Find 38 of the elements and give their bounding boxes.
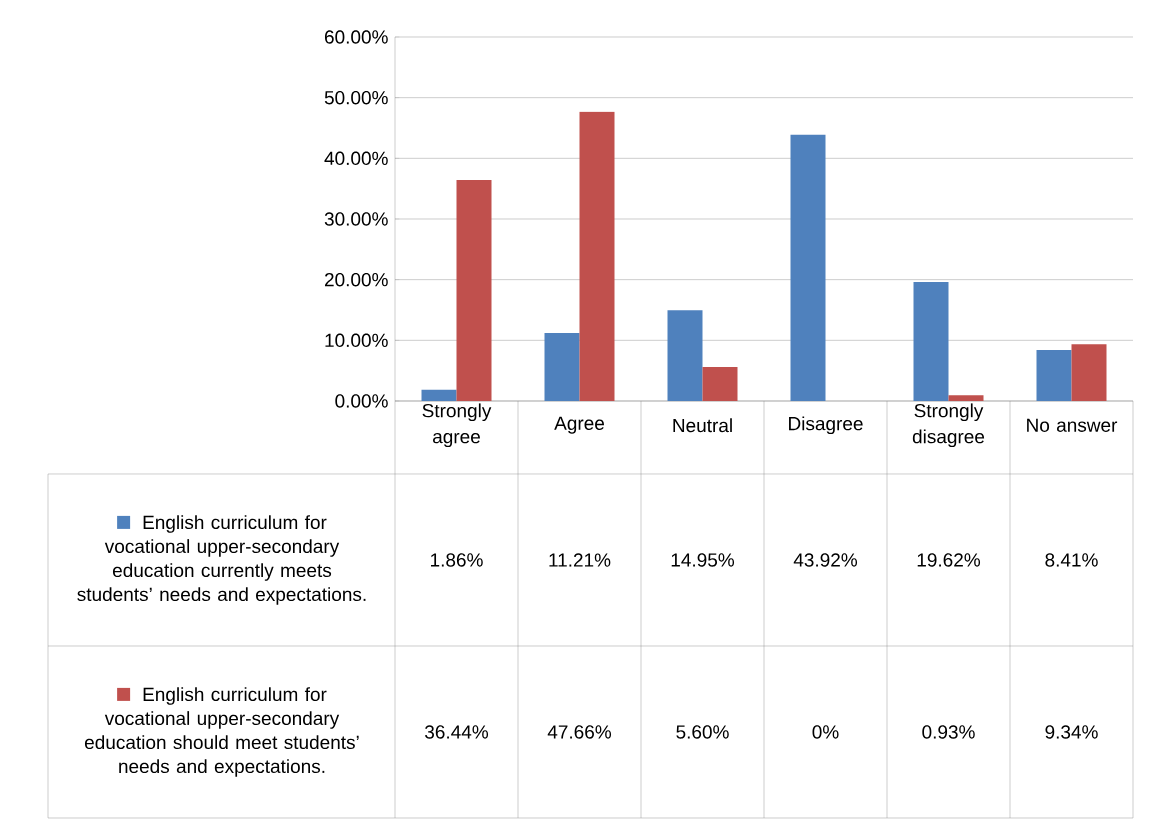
data-label: 14.95% <box>671 553 735 567</box>
data-label: 8.41% <box>1045 553 1098 567</box>
x-tick-label: Strongly agree <box>422 403 492 448</box>
x-tick-label: Strongly disagree <box>912 403 985 448</box>
data-label: 43.92% <box>793 553 858 567</box>
data-label: 1.86% <box>431 553 483 567</box>
data-label: 0% <box>812 725 839 739</box>
x-tick-label: Neutral <box>673 418 732 433</box>
y-tick-label: 10.00% <box>325 333 388 348</box>
data-label: 19.62% <box>917 553 981 567</box>
y-tick-label: 50.00% <box>324 90 388 105</box>
data-label: 47.66% <box>547 725 612 739</box>
bar <box>913 281 949 401</box>
x-tick-label: Disagree <box>789 416 863 435</box>
legend-label: English curriculum for vocational upper-secondary education should meet students’ needs and expectations. <box>84 687 359 777</box>
bar <box>790 134 826 401</box>
bar <box>948 395 984 401</box>
x-tick-label: No answer <box>1027 418 1118 432</box>
bar <box>579 111 615 401</box>
bar <box>421 389 457 401</box>
data-label: 11.21% <box>549 553 611 567</box>
bar <box>702 367 738 401</box>
y-tick-label: 20.00% <box>324 272 388 287</box>
x-tick-label: Agree <box>554 416 604 434</box>
bar <box>544 332 580 401</box>
bar <box>667 310 703 401</box>
data-label: 9.34% <box>1045 725 1098 739</box>
legend-label: English curriculum for vocational upper-secondary education currently meets students’ needs and expectations. <box>77 515 366 605</box>
data-label: 36.44% <box>425 725 489 739</box>
y-tick-label: 40.00% <box>324 151 388 166</box>
bar <box>1071 344 1107 401</box>
data-label: 5.60% <box>676 725 729 739</box>
y-tick-label: 0.00% <box>335 394 388 408</box>
y-tick-label: 30.00% <box>324 212 388 226</box>
y-tick-label: 60.00% <box>324 30 388 44</box>
data-label: 0.93% <box>922 725 975 739</box>
bar <box>1036 349 1072 401</box>
bar <box>456 179 492 401</box>
